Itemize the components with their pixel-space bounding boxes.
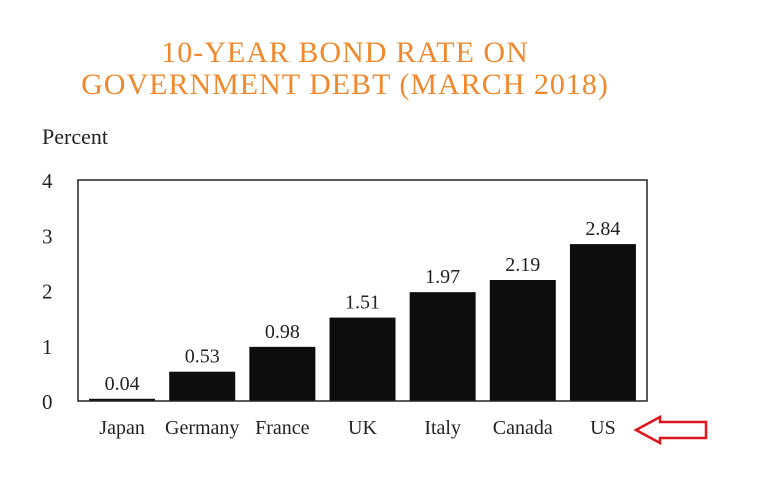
y-tick-label: 2 (42, 280, 53, 304)
bar-us (569, 244, 636, 401)
y-tick-label: 1 (42, 335, 53, 359)
category-label: Japan (99, 417, 145, 439)
bar-japan (89, 398, 156, 401)
chart-title-line-1: 10-YEAR BOND RATE ON (161, 36, 529, 69)
category-label: Germany (165, 417, 239, 439)
bars (89, 244, 636, 401)
value-label: 2.84 (585, 218, 620, 240)
bar-germany (169, 371, 236, 401)
category-labels: Japan Germany France UK Italy Canada US (99, 417, 615, 439)
bar-uk (329, 317, 396, 401)
value-label: 1.97 (425, 266, 460, 288)
value-label: 2.19 (505, 254, 540, 276)
category-label: Italy (424, 417, 461, 439)
bar-canada (489, 280, 556, 401)
y-tick-label: 4 (42, 169, 53, 193)
left-arrow-icon (633, 414, 708, 446)
category-label: France (255, 417, 310, 439)
y-tick-labels: 0 1 2 3 4 (42, 169, 53, 414)
bar-italy (409, 292, 476, 401)
y-axis-label: Percent (42, 124, 108, 149)
value-label: 1.51 (345, 292, 380, 314)
value-label: 0.04 (105, 373, 140, 395)
y-tick-label: 0 (42, 390, 53, 414)
value-labels: 0.04 0.53 0.98 1.51 1.97 2.19 2.84 (105, 218, 621, 395)
y-tick-label: 3 (42, 224, 53, 248)
plot-frame (77, 179, 648, 402)
bar-france (249, 346, 316, 401)
chart-title-line-2: GOVERNMENT DEBT (MARCH 2018) (81, 68, 609, 101)
category-label: UK (348, 417, 377, 439)
category-label: US (590, 417, 616, 439)
value-label: 0.53 (185, 346, 220, 368)
value-label: 0.98 (265, 321, 300, 343)
category-label: Canada (493, 417, 553, 439)
